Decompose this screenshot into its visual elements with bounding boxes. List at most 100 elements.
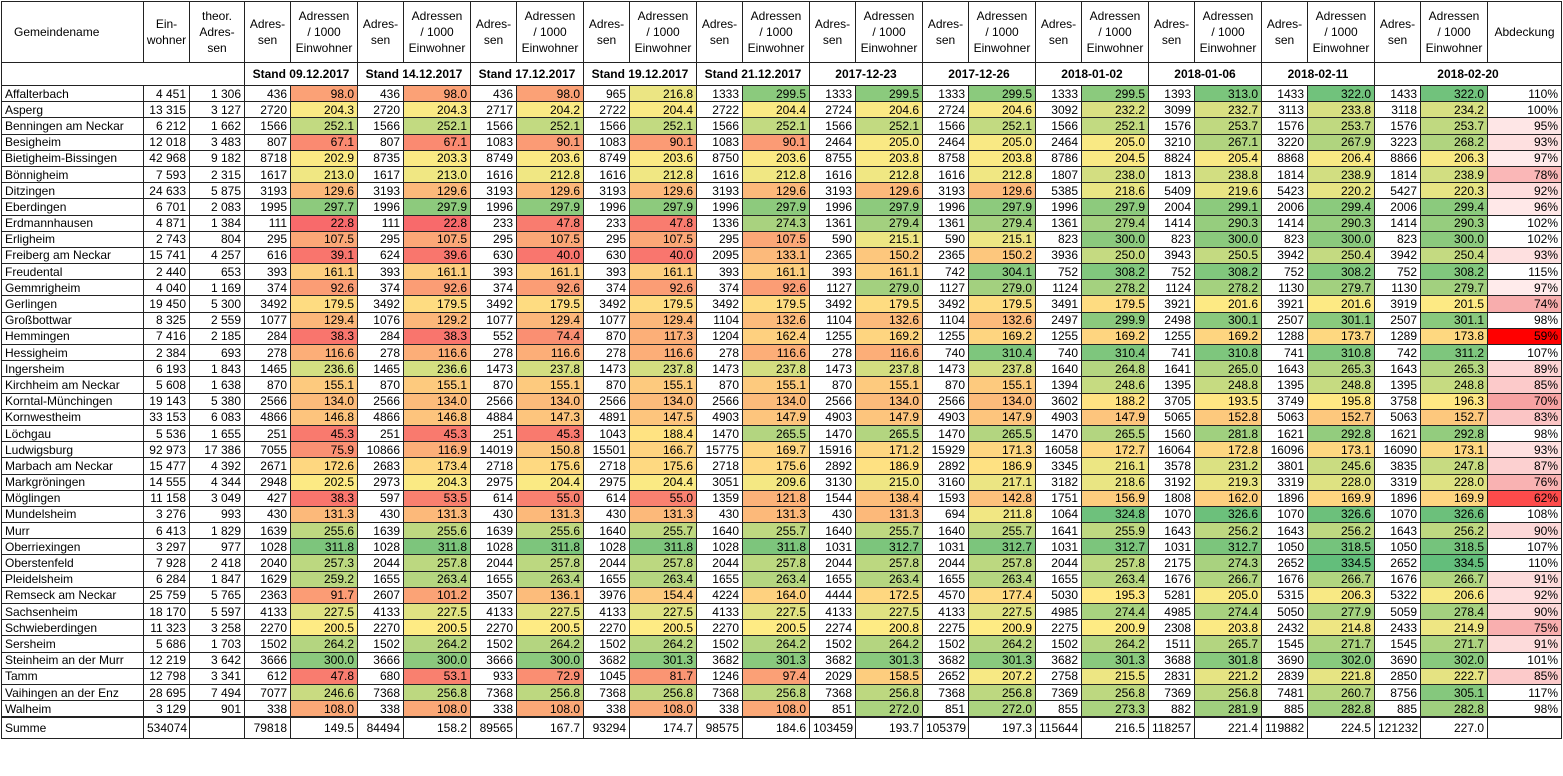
rate-cell: 211.8	[968, 505, 1036, 524]
number-cell: 3682	[922, 651, 969, 669]
rate-cell: 215.1	[968, 230, 1036, 248]
rate-cell: 117.3	[629, 327, 697, 346]
rate-cell: 203.8	[855, 149, 923, 167]
number-cell: 14 555	[143, 473, 190, 491]
header-cell: Adressen / 1000 Einwohner	[855, 1, 923, 63]
header-cell: theor. Adres- sen	[189, 1, 245, 63]
municipality-name: Ingersheim	[1, 360, 144, 378]
number-cell: 2566	[696, 392, 743, 410]
number-cell: 1 662	[189, 117, 245, 135]
rate-cell: 150.2	[968, 246, 1036, 265]
rate-cell: 220.2	[1307, 182, 1375, 200]
number-cell: 5423	[1261, 182, 1308, 200]
number-cell: 7369	[1035, 683, 1082, 702]
rate-cell: 255.7	[742, 522, 810, 540]
number-cell: 2720	[357, 101, 404, 119]
rate-cell: 152.8	[1194, 408, 1262, 426]
stand-label: 2017-12-23	[809, 62, 923, 86]
municipality-name: Großbottwar	[1, 311, 144, 329]
number-cell: 1 655	[189, 424, 245, 443]
rate-cell: 134.0	[855, 392, 923, 410]
number-cell: 1124	[1148, 279, 1195, 297]
number-cell: 1433	[1261, 84, 1308, 103]
number-cell: 2652	[1374, 554, 1421, 572]
number-cell: 5 875	[189, 182, 245, 200]
number-cell: 870	[809, 376, 856, 394]
number-cell: 1070	[1261, 505, 1308, 524]
rate-cell: 312.7	[1081, 538, 1149, 556]
number-cell: 1028	[244, 538, 291, 556]
number-cell: 4133	[696, 602, 743, 621]
number-cell: 3682	[583, 651, 630, 669]
number-cell: 4903	[1035, 408, 1082, 426]
number-cell: 3921	[1148, 295, 1195, 313]
number-cell: 1639	[470, 522, 517, 540]
number-cell: 374	[244, 279, 291, 297]
data-row: Großbottwar 8 325 2 559 1077 129.4 1076 129.2 1…	[1, 311, 1562, 329]
header-cell: Adressen / 1000 Einwohner	[516, 1, 584, 63]
coverage-cell: 90%	[1487, 602, 1562, 621]
number-cell: 740	[1035, 343, 1082, 362]
number-cell: 4903	[922, 408, 969, 426]
header-cell: Adressen / 1000 Einwohner	[290, 1, 358, 63]
number-cell: 1395	[1374, 376, 1421, 394]
municipality-name: Affalterbach	[1, 84, 144, 103]
number-cell: 1359	[696, 489, 743, 507]
number-cell: 2722	[696, 101, 743, 119]
rate-cell: 90.1	[516, 133, 584, 151]
rate-cell: 101.2	[403, 586, 471, 605]
municipality-name: Benningen am Neckar	[1, 117, 144, 135]
number-cell: 1077	[244, 311, 291, 329]
rate-cell: 256.8	[1081, 683, 1149, 702]
municipality-name: Asperg	[1, 101, 144, 119]
number-cell: 11 323	[143, 619, 190, 637]
number-cell: 965	[583, 84, 630, 103]
rate-cell: 67.1	[290, 133, 358, 151]
number-cell: 1511	[1148, 635, 1195, 653]
coverage-cell: 93%	[1487, 246, 1562, 265]
number-cell: 2270	[583, 619, 630, 637]
number-cell: 1361	[809, 214, 856, 232]
number-cell: 1896	[1261, 489, 1308, 507]
rate-cell: 186.9	[968, 457, 1036, 475]
number-cell: 1083	[583, 133, 630, 151]
rate-cell: 81.7	[629, 667, 697, 685]
number-cell: 870	[470, 376, 517, 394]
number-cell: 807	[244, 133, 291, 151]
number-cell: 1643	[1374, 360, 1421, 378]
rate-cell: 216.8	[629, 84, 697, 103]
number-cell: 6 284	[143, 570, 190, 588]
number-cell: 1031	[809, 538, 856, 556]
rate-cell: 274.3	[742, 214, 810, 232]
rate-cell: 248.8	[1307, 376, 1375, 394]
rate-cell: 312.7	[855, 538, 923, 556]
rate-cell: 231.2	[1194, 457, 1262, 475]
number-cell: 653	[189, 263, 245, 281]
header-cell: Ein- wohner	[143, 1, 190, 63]
municipality-name: Oberstenfeld	[1, 554, 144, 572]
rate-cell: 253.7	[1194, 117, 1262, 135]
rate-cell: 217.1	[968, 473, 1036, 491]
number-cell: 590	[809, 230, 856, 248]
rate-cell: 300.0	[1307, 230, 1375, 248]
number-cell: 430	[696, 505, 743, 524]
number-cell: 8 325	[143, 311, 190, 329]
number-cell: 1333	[809, 84, 856, 103]
number-cell: 16058	[1035, 441, 1082, 459]
number-cell: 430	[357, 505, 404, 524]
number-cell: 1996	[1035, 198, 1082, 216]
rate-cell: 257.8	[516, 554, 584, 572]
rate-cell: 98.0	[290, 84, 358, 103]
number-cell: 2 440	[143, 263, 190, 281]
number-cell: 295	[357, 230, 404, 248]
rate-cell: 216.5	[1081, 716, 1149, 740]
number-cell: 393	[583, 263, 630, 281]
rate-cell: 108.0	[629, 700, 697, 718]
rate-cell: 265.3	[1307, 360, 1375, 378]
number-cell: 1395	[1148, 376, 1195, 394]
number-cell: 4133	[470, 602, 517, 621]
rate-cell: 179.5	[742, 295, 810, 313]
rate-cell: 169.2	[968, 327, 1036, 346]
rate-cell: 205.0	[968, 133, 1036, 151]
rate-cell: 256.2	[1194, 522, 1262, 540]
